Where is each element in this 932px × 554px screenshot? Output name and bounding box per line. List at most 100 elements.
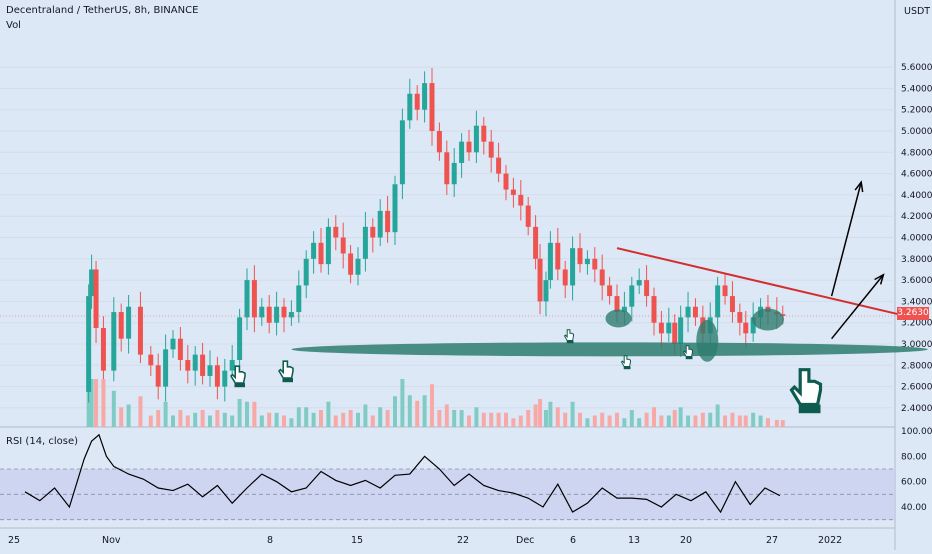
volume-bar [215,410,220,427]
volume-bar [200,410,205,427]
candle-body [729,296,735,313]
candle-body [185,359,191,371]
time-tick-label: 25 [8,535,20,546]
volume-bar [94,379,99,427]
volume-bar [715,404,720,427]
volume-bar [452,410,457,427]
target-arrow-head [854,180,864,193]
time-tick-label: 6 [570,535,576,546]
candle-body [422,83,428,110]
time-tick-label: 13 [628,535,640,546]
rsi-tick-label: 40.00 [901,503,927,513]
candle-body [192,354,198,371]
volume-bar [193,412,198,427]
last-price-badge: 3.2630 [897,307,929,320]
volume-bar [481,412,486,427]
candle-body [543,280,549,302]
candle-body [296,285,302,313]
candle-body [399,120,405,185]
time-tick-label: 15 [351,535,363,546]
candle-body [722,285,728,297]
candle-body [436,131,442,153]
volume-bar [319,410,323,427]
candle-body [715,285,721,318]
volume-bar [274,412,279,427]
candle-body [100,328,106,371]
volume-bar [678,407,683,427]
candle-body [459,141,465,163]
volume-bar [282,415,286,427]
candle-body [651,296,657,323]
candle-body [303,258,309,286]
time-tick-label: 22 [457,535,469,546]
volume-bar [659,415,664,427]
volume-bar [570,401,575,427]
volume-bar [348,410,353,427]
candle-body [570,248,576,286]
price-tick-label: 5.6000 [901,63,932,73]
price-tick-label: 5.2000 [901,106,932,116]
candle-body [488,141,494,158]
volume-bar [304,407,309,427]
candle-body [607,285,613,297]
volume-bar [548,401,553,427]
candle-body [750,317,756,334]
candle-body [325,226,331,265]
volume-bar [637,418,642,427]
price-tick-label: 5.4000 [901,84,932,94]
volume-bar [467,415,471,427]
volume-bar [138,396,143,427]
candle-body [672,322,678,344]
time-tick-label: 27 [766,535,778,546]
candle-body [407,93,413,121]
volume-bar [751,412,756,427]
volume-bar [533,404,538,427]
volume-bar [730,412,735,427]
candle-body [348,253,354,275]
volume-bar [163,401,168,427]
volume-bar [126,404,131,427]
target-arrow-head [874,273,885,285]
volume-bar [765,418,770,427]
volume-bar [774,419,779,427]
volume-bar [723,415,728,427]
candle-body [692,306,698,318]
candle-body [614,296,620,313]
volume-bar [459,410,464,427]
volume-bar [311,412,316,427]
candle-body [229,359,235,371]
candle-body [496,157,502,174]
volume-bar [378,407,383,427]
volume-bar [119,407,124,427]
pointing-hand-icon [789,368,823,414]
currency-label: USDT [904,6,931,17]
target-arrow-line [830,181,862,297]
volume-bar [585,418,590,427]
volume-bar [607,415,612,427]
price-tick-label: 4.6000 [901,170,932,180]
candle-body [93,269,99,329]
volume-bar [526,410,531,427]
volume-bar [780,420,785,427]
candle-body [503,173,509,190]
volume-bar [518,415,523,427]
candle-body [414,93,420,110]
hand-cuff [685,356,693,360]
candle-body [163,349,169,387]
volume-bar [563,412,568,427]
price-tick-label: 3.8000 [901,255,932,265]
hand-cuff [798,404,821,414]
touch-marker-ellipse [605,309,632,328]
touch-marker-ellipse [696,319,719,362]
candle-body [518,194,524,206]
candle-body [274,306,280,323]
candle-body [362,226,368,259]
candle-body [592,258,598,270]
volume-bar [111,390,116,427]
pointing-hand-icon [620,355,631,370]
volume-bar [543,410,548,427]
candle-body [537,258,543,302]
price-tick-label: 3.6000 [901,276,932,286]
candle-body [259,306,265,318]
volume-bar [341,412,346,427]
